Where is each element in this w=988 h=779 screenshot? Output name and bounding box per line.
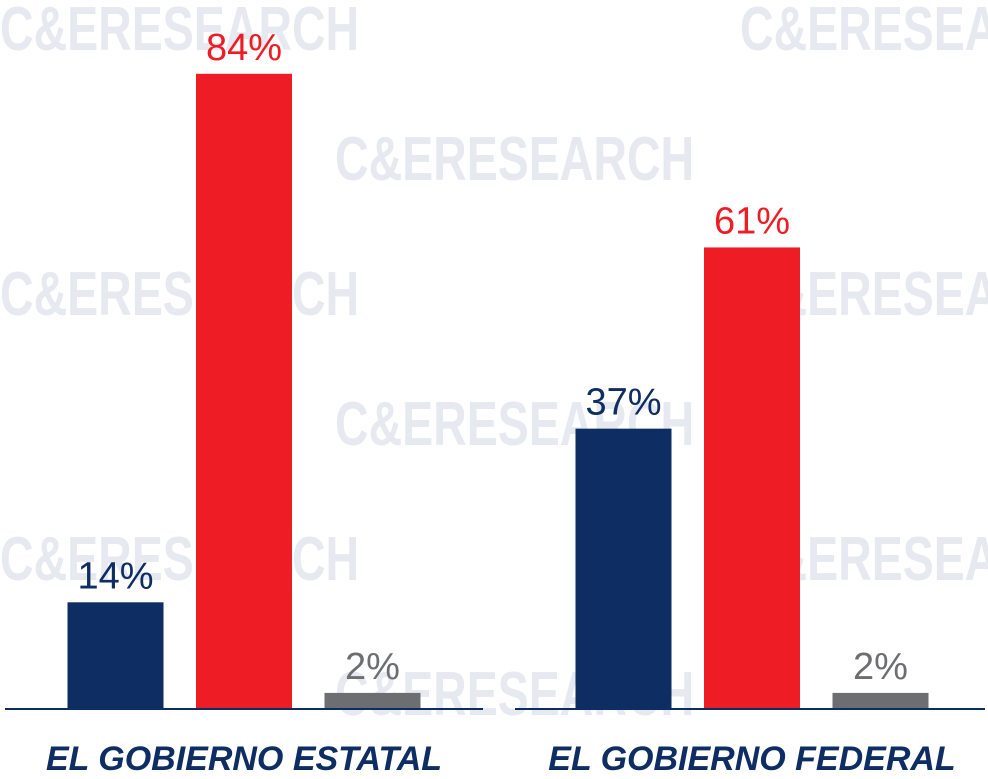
- watermark: C&ERESEARCH: [740, 0, 988, 64]
- watermark: C&ERESEARCH: [335, 123, 694, 193]
- data-label: 14%: [77, 555, 153, 597]
- data-label: 84%: [206, 27, 282, 69]
- bar: [704, 247, 800, 708]
- bar: [196, 73, 292, 709]
- bar: [67, 602, 164, 708]
- x-tick-label: EL GOBIERNO ESTATAL: [46, 740, 442, 778]
- watermark: C&ERESEARCH: [0, 258, 359, 328]
- data-label: 61%: [714, 200, 790, 242]
- data-label: 2%: [853, 646, 908, 688]
- data-label: 2%: [345, 646, 400, 688]
- watermark: C&ERESEARCH: [0, 0, 359, 64]
- watermark: C&ERESEARCH: [0, 523, 359, 593]
- data-label: 37%: [585, 382, 661, 424]
- bar: [832, 692, 929, 708]
- bar: [324, 692, 421, 708]
- x-tick-label: EL GOBIERNO FEDERAL: [548, 740, 955, 778]
- bar: [575, 428, 672, 708]
